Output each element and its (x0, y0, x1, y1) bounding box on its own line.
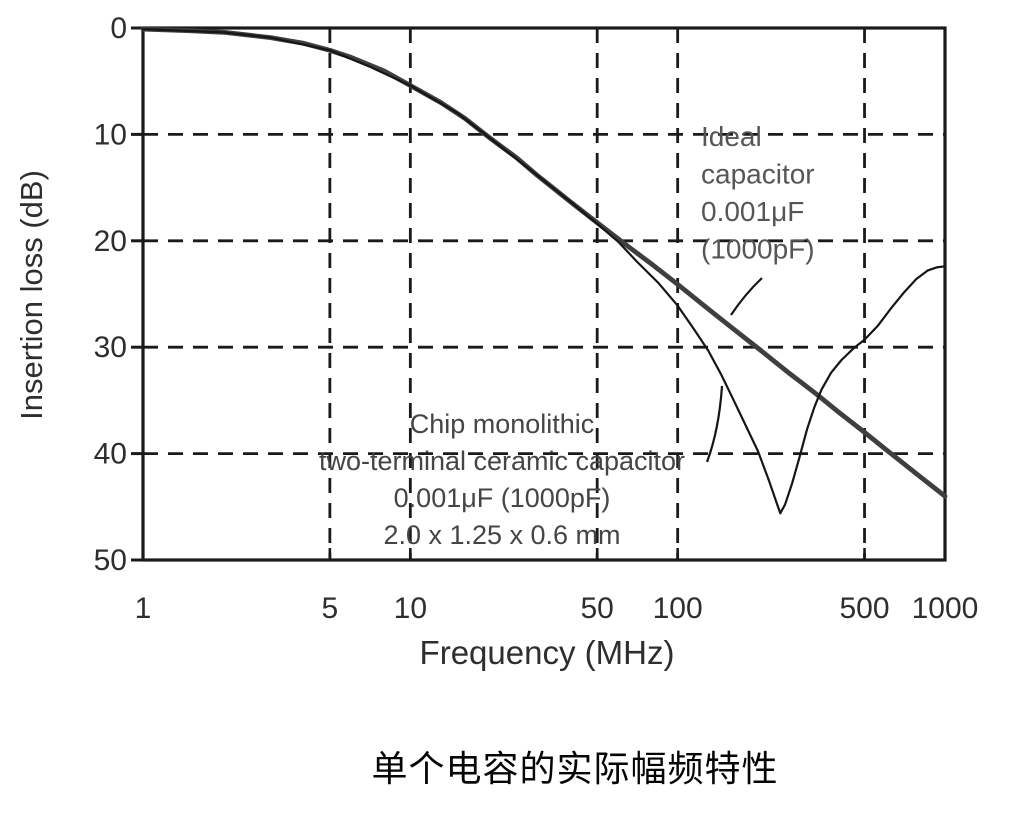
y-tick-label-30: 30 (94, 331, 127, 364)
figure-caption: 单个电容的实际幅频特性 (371, 749, 779, 789)
y-tick-label-20: 20 (94, 225, 127, 258)
x-tick-label-10: 10 (394, 592, 427, 625)
chip-capacitor-label-line-2: two-terminal ceramic capacitor (319, 446, 685, 476)
ideal-capacitor-label-line-3: 0.001μF (701, 196, 804, 227)
y-tick-label-40: 40 (94, 438, 127, 471)
data-series (140, 26, 948, 515)
series-chip-capacitor-curve (141, 28, 947, 515)
ideal-capacitor-label-line-1: Ideal (701, 121, 762, 152)
gridlines (143, 28, 945, 560)
chip-capacitor-label-line-3: 0.001μF (1000pF) (394, 483, 611, 513)
y-tick-label-50: 50 (94, 544, 127, 577)
annotation-leader-lines (705, 277, 763, 463)
plot-border (141, 26, 947, 562)
x-tick-label-100: 100 (653, 592, 703, 625)
ideal-capacitor-label-line-4: (1000pF) (701, 234, 815, 265)
x-tick-label-50: 50 (581, 592, 614, 625)
x-axis-title: Frequency (MHz) (420, 634, 675, 671)
x-tick-label-1000: 1000 (912, 592, 979, 625)
axes (131, 26, 947, 562)
ideal-label-leader-line (730, 277, 763, 316)
y-tick-label-0: 0 (110, 12, 127, 45)
chip-capacitor-label-line-1: Chip monolithic (410, 409, 595, 439)
y-axis-title: Insertion loss (dB) (14, 170, 49, 420)
y-tick-label-10: 10 (94, 118, 127, 151)
x-tick-label-1: 1 (135, 592, 152, 625)
x-tick-label-500: 500 (839, 592, 889, 625)
ideal-capacitor-label-line-2: capacitor (701, 159, 815, 190)
chip-label-leader-line (705, 385, 724, 463)
chip-capacitor-label-line-4: 2.0 x 1.25 x 0.6 mm (383, 520, 620, 550)
x-tick-label-5: 5 (322, 592, 339, 625)
